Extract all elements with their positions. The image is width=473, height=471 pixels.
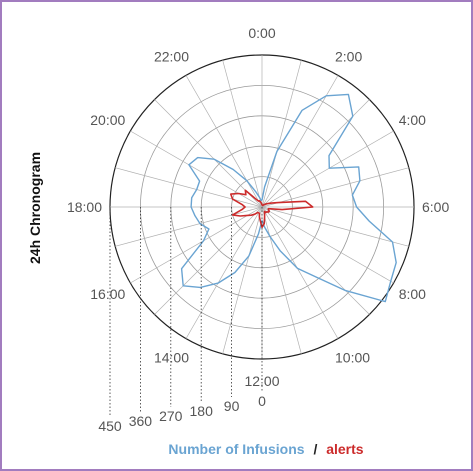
spoke-line <box>261 206 339 339</box>
legend-alerts: alerts <box>326 441 364 457</box>
spoke-line <box>154 206 263 315</box>
hour-label: 20:00 <box>90 112 125 128</box>
legend-separator: / <box>313 441 317 457</box>
hour-label: 2:00 <box>335 48 362 64</box>
hour-label: 6:00 <box>422 199 449 215</box>
radial-tick-label: 450 <box>98 418 122 434</box>
spoke-line <box>115 206 263 247</box>
spoke-line <box>261 167 409 208</box>
radial-tick-label: 0 <box>258 393 266 409</box>
spoke-line <box>261 60 302 208</box>
hour-label: 0:00 <box>248 25 275 41</box>
hour-label: 12:00 <box>244 373 279 389</box>
y-axis-label: 24h Chronogram <box>27 152 43 264</box>
spoke-line <box>261 206 394 284</box>
spoke-line <box>261 206 370 315</box>
spoke-line <box>130 130 263 208</box>
series-layer <box>180 93 397 303</box>
polar-grid <box>109 54 415 360</box>
hour-labels: 0:00 2:00 4:00 6:00 8:00 10:00 12:00 14:00 16:00… <box>67 25 450 389</box>
spoke-line <box>261 206 409 247</box>
legend-infusions: Number of Infusions <box>168 441 304 457</box>
spoke-line <box>185 206 263 339</box>
radial-ticks: 0 90 180 270 360 450 <box>98 207 266 434</box>
hour-label: 22:00 <box>154 48 189 64</box>
spoke-line <box>185 75 263 208</box>
hour-label: 4:00 <box>399 112 426 128</box>
hour-label: 18:00 <box>67 199 102 215</box>
hour-label: 16:00 <box>90 286 125 302</box>
hour-label: 14:00 <box>154 350 189 366</box>
radial-tick-label: 360 <box>129 413 153 429</box>
radial-tick-label: 90 <box>224 398 240 414</box>
spoke-line <box>115 167 263 208</box>
spoke-line <box>261 206 302 354</box>
spoke-line <box>261 75 339 208</box>
radial-tick-label: 180 <box>190 403 214 419</box>
spoke-line <box>130 206 263 284</box>
series-infusions-line <box>180 93 397 303</box>
spoke-line <box>261 130 394 208</box>
hour-label: 8:00 <box>399 286 426 302</box>
series-alerts-line <box>230 189 314 229</box>
spoke-line <box>222 60 263 208</box>
hour-label: 10:00 <box>335 350 370 366</box>
spoke-line <box>222 206 263 354</box>
legend: Number of Infusions / alerts <box>168 441 363 457</box>
radial-tick-label: 270 <box>159 408 183 424</box>
spoke-line <box>154 99 263 208</box>
